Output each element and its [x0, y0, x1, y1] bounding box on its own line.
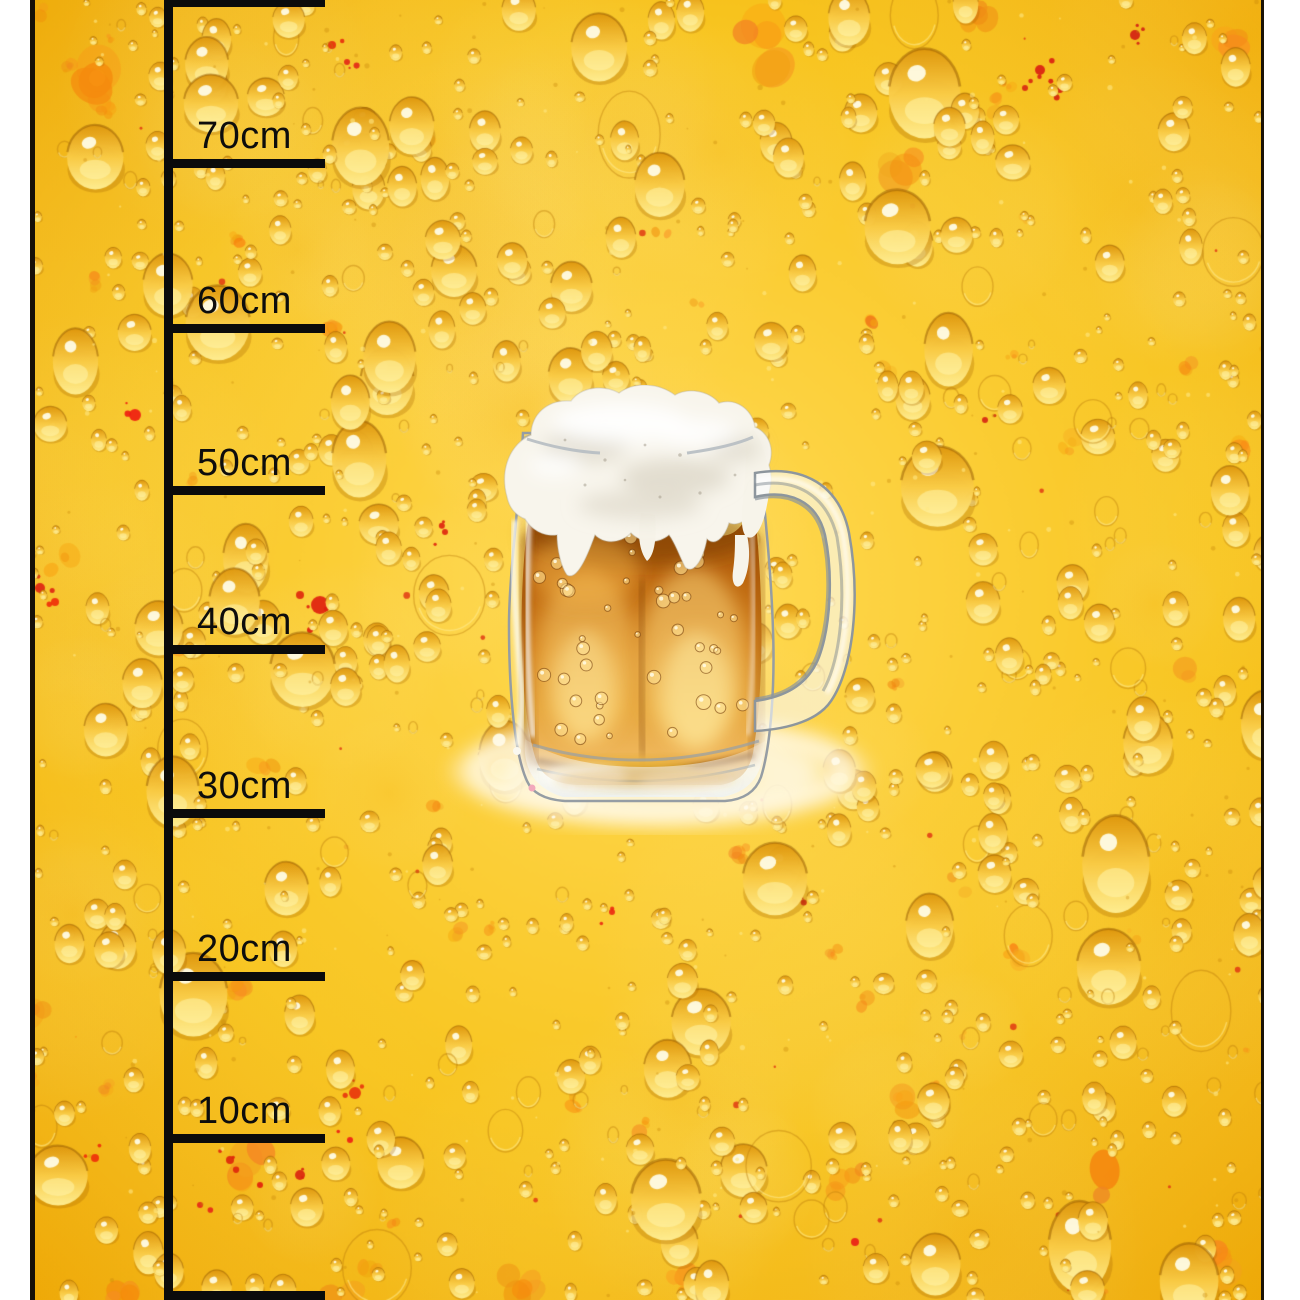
foam-drip-left-outside [510, 519, 525, 748]
ruler-tick-50cm [164, 486, 325, 495]
ruler-tick-80cm [164, 0, 325, 7]
mug-handle [753, 469, 856, 733]
ruler-tick-60cm [164, 324, 325, 333]
ruler-label-70cm: 70cm [197, 115, 292, 157]
condensation-drops [532, 525, 750, 746]
ruler-tick-0cm [164, 1291, 325, 1300]
ruler-label-20cm: 20cm [197, 928, 292, 970]
pink-speck [528, 784, 536, 792]
ruler-label-60cm: 60cm [197, 280, 292, 322]
ruler-tick-70cm [164, 159, 325, 168]
panel-right-margin [1264, 0, 1300, 1300]
ruler-tick-20cm [164, 972, 325, 981]
ruler-label-30cm: 30cm [197, 765, 292, 807]
panel-left-edge-line [30, 0, 35, 1300]
ruler-label-50cm: 50cm [197, 442, 292, 484]
panel-left-margin [0, 0, 30, 1300]
ruler-label-40cm: 40cm [197, 601, 292, 643]
foam-drip-right [732, 535, 750, 587]
beer-mug-illustration [450, 385, 870, 826]
ruler-label-10cm: 10cm [197, 1090, 292, 1132]
ruler-tick-30cm [164, 809, 325, 818]
ruler-tick-40cm [164, 645, 325, 654]
ruler-tick-10cm [164, 1134, 325, 1143]
panel-right-edge-line [1261, 0, 1264, 1300]
foam-drip-center [639, 513, 656, 561]
